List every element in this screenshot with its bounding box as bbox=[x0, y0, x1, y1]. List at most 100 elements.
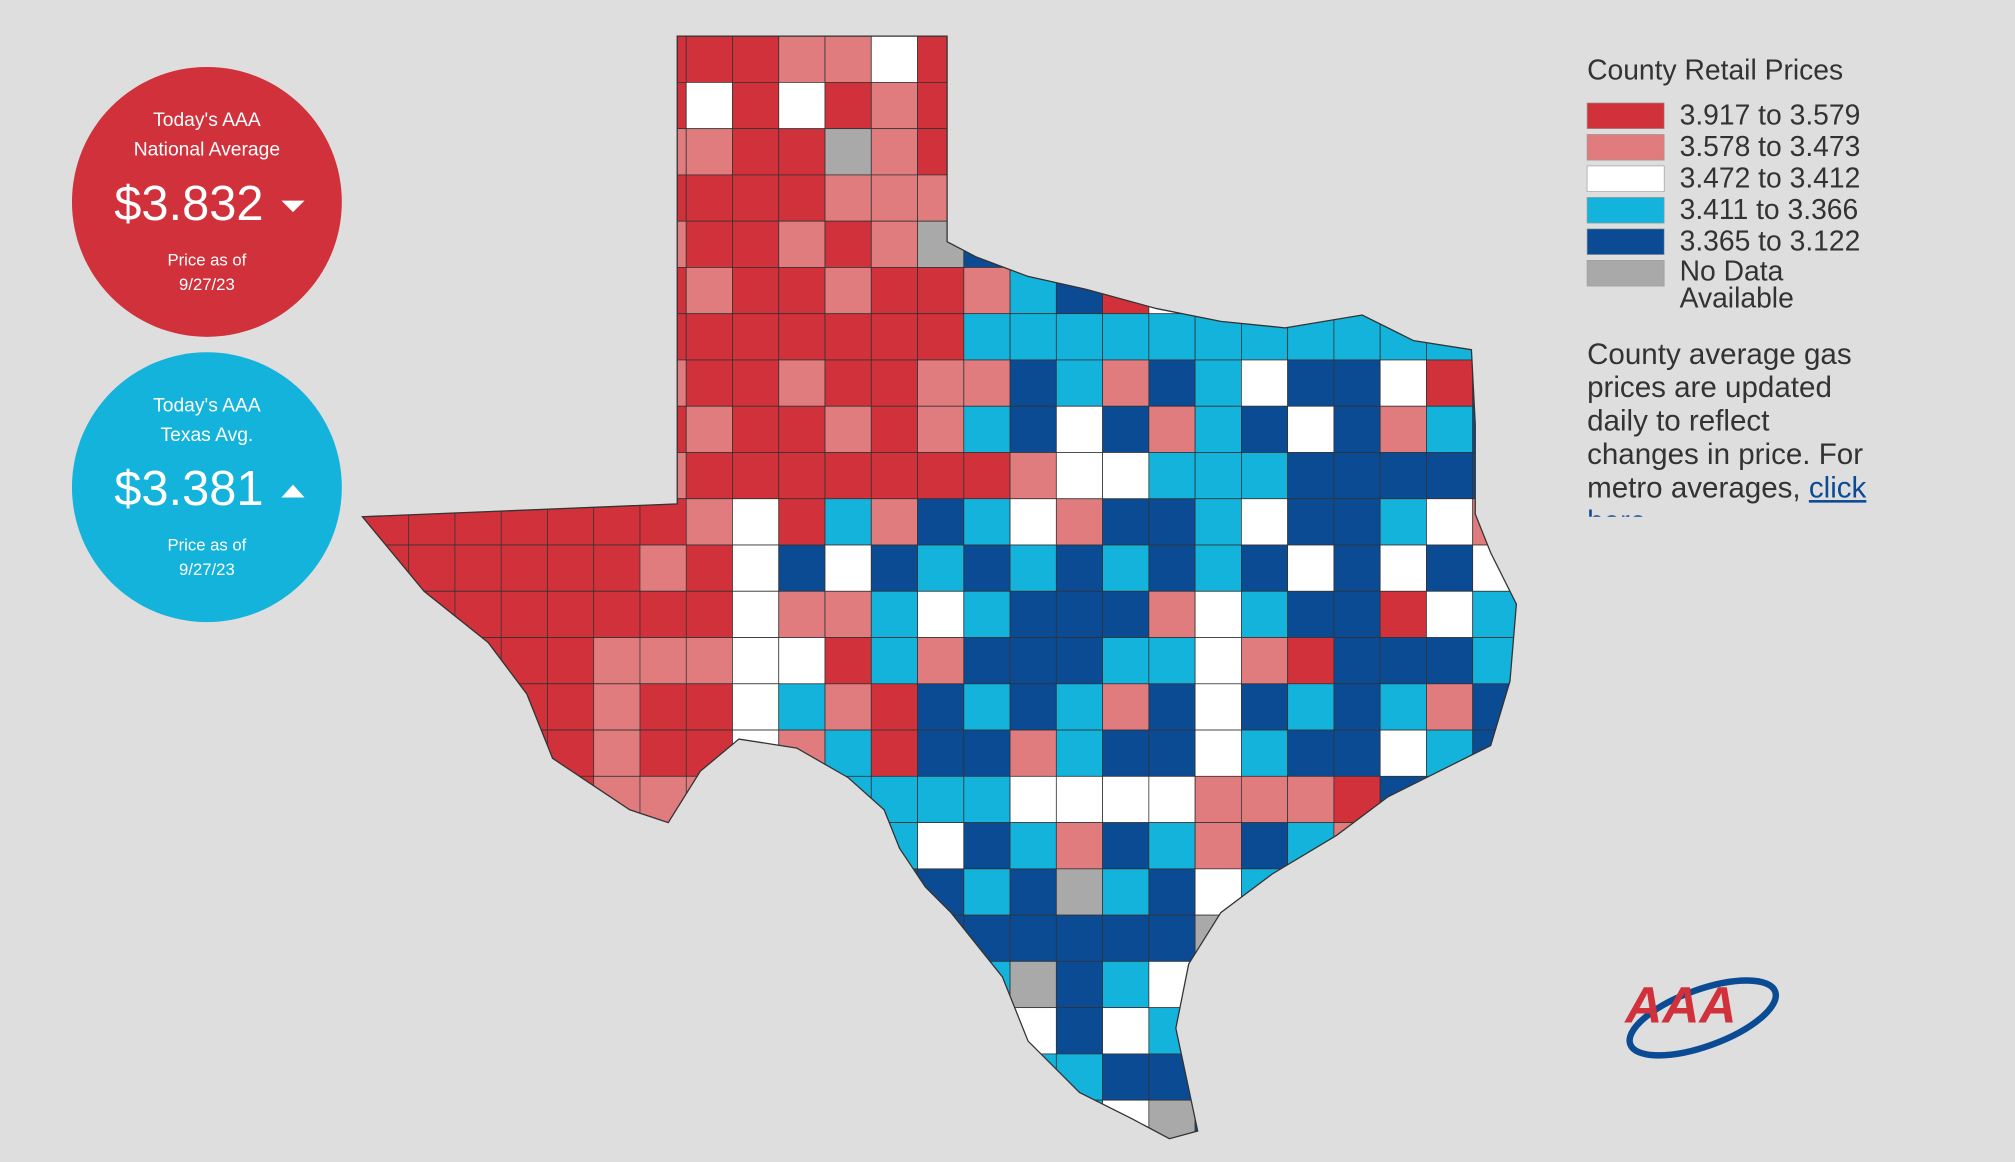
county bbox=[917, 36, 965, 83]
legend-swatch bbox=[1586, 197, 1665, 224]
county bbox=[1519, 1008, 1565, 1054]
county bbox=[1009, 452, 1057, 500]
county bbox=[778, 174, 826, 222]
county bbox=[362, 1099, 456, 1139]
county bbox=[1148, 267, 1196, 315]
county bbox=[732, 822, 780, 870]
county bbox=[870, 544, 918, 592]
county bbox=[917, 452, 965, 500]
county bbox=[963, 128, 1011, 176]
county bbox=[870, 82, 918, 130]
county bbox=[1009, 637, 1057, 685]
county bbox=[362, 405, 410, 453]
county bbox=[685, 36, 733, 83]
county bbox=[408, 775, 502, 823]
county bbox=[408, 36, 456, 83]
texas-outline bbox=[361, 35, 1518, 1140]
county bbox=[408, 359, 456, 407]
county bbox=[1009, 174, 1057, 222]
county bbox=[1379, 1099, 1427, 1139]
county bbox=[454, 313, 502, 361]
county bbox=[408, 220, 456, 268]
county bbox=[1240, 405, 1289, 453]
county bbox=[1333, 82, 1381, 130]
county bbox=[362, 914, 456, 962]
county bbox=[408, 128, 456, 176]
county bbox=[1055, 544, 1103, 592]
county bbox=[1472, 544, 1517, 592]
county bbox=[1240, 267, 1289, 315]
county bbox=[963, 544, 1011, 592]
logo-ring bbox=[1626, 977, 1780, 1059]
county bbox=[732, 82, 780, 130]
county bbox=[1472, 220, 1517, 268]
county bbox=[454, 868, 548, 916]
county bbox=[1148, 313, 1196, 361]
county bbox=[408, 960, 502, 1009]
county bbox=[1194, 267, 1242, 315]
county bbox=[639, 452, 687, 500]
texas-badge: Today's AAA Texas Avg. $3.381 Price as o… bbox=[71, 352, 342, 623]
county bbox=[547, 313, 595, 361]
county bbox=[963, 313, 1011, 361]
county bbox=[1009, 775, 1057, 823]
county bbox=[593, 822, 687, 870]
county bbox=[685, 914, 780, 962]
county bbox=[362, 729, 456, 777]
county bbox=[1102, 868, 1150, 916]
county bbox=[1194, 128, 1242, 176]
county bbox=[547, 1099, 641, 1139]
county bbox=[1333, 868, 1381, 916]
county bbox=[454, 220, 502, 268]
county bbox=[1426, 313, 1474, 361]
county bbox=[732, 405, 780, 453]
county bbox=[778, 822, 826, 870]
county bbox=[639, 128, 687, 176]
county bbox=[1426, 128, 1474, 176]
county bbox=[1194, 498, 1242, 546]
county bbox=[1519, 452, 1565, 498]
county bbox=[639, 220, 687, 268]
county bbox=[1055, 868, 1103, 916]
county bbox=[1426, 960, 1474, 1009]
county bbox=[1148, 729, 1196, 777]
county bbox=[1379, 498, 1427, 546]
county bbox=[732, 775, 780, 823]
county bbox=[732, 1099, 780, 1139]
county bbox=[1240, 729, 1289, 777]
county bbox=[408, 174, 456, 222]
county bbox=[824, 544, 872, 592]
county bbox=[1102, 637, 1150, 685]
county bbox=[1102, 822, 1150, 870]
county bbox=[593, 405, 641, 453]
county bbox=[1055, 452, 1103, 500]
county bbox=[1472, 1007, 1517, 1055]
county bbox=[1287, 1053, 1335, 1101]
county bbox=[1194, 1007, 1242, 1055]
county bbox=[1194, 1099, 1242, 1139]
county bbox=[1009, 220, 1057, 268]
county bbox=[1194, 544, 1242, 592]
county bbox=[917, 1053, 965, 1101]
county bbox=[1472, 775, 1517, 823]
county bbox=[870, 868, 918, 916]
county bbox=[500, 452, 548, 500]
county bbox=[870, 1099, 918, 1139]
county bbox=[732, 220, 780, 268]
link[interactable]: click here bbox=[1587, 470, 1867, 516]
county bbox=[1287, 637, 1335, 685]
county bbox=[778, 36, 826, 83]
county bbox=[778, 544, 826, 592]
county bbox=[593, 313, 641, 361]
county bbox=[1472, 405, 1517, 453]
county bbox=[500, 822, 595, 870]
county bbox=[1333, 128, 1381, 176]
county bbox=[500, 267, 548, 315]
county bbox=[1287, 868, 1335, 916]
county bbox=[1148, 822, 1196, 870]
legend-swatch bbox=[1586, 134, 1665, 161]
county bbox=[778, 590, 826, 638]
county bbox=[1055, 590, 1103, 638]
county bbox=[500, 36, 548, 83]
county bbox=[1519, 823, 1565, 869]
